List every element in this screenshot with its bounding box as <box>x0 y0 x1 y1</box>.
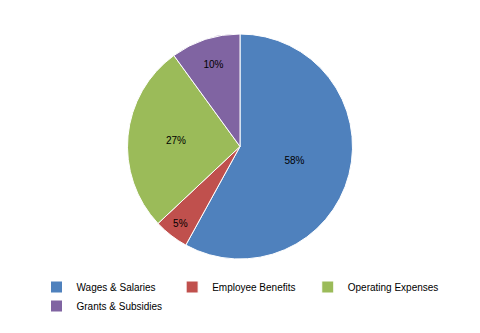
svg-text:10%: 10% <box>203 59 223 70</box>
svg-text:27%: 27% <box>166 135 186 146</box>
svg-text:Wages & Salaries: Wages & Salaries <box>77 282 156 293</box>
svg-text:Employee Benefits: Employee Benefits <box>212 282 295 293</box>
svg-text:Operating Expenses: Operating Expenses <box>348 282 439 293</box>
svg-text:Grants & Subsidies: Grants & Subsidies <box>77 301 163 312</box>
svg-text:5%: 5% <box>173 218 188 229</box>
svg-text:58%: 58% <box>284 155 304 166</box>
